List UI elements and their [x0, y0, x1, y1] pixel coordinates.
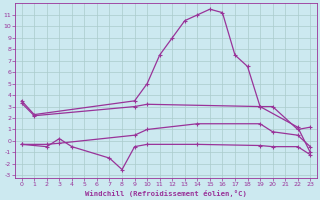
X-axis label: Windchill (Refroidissement éolien,°C): Windchill (Refroidissement éolien,°C) — [85, 190, 247, 197]
